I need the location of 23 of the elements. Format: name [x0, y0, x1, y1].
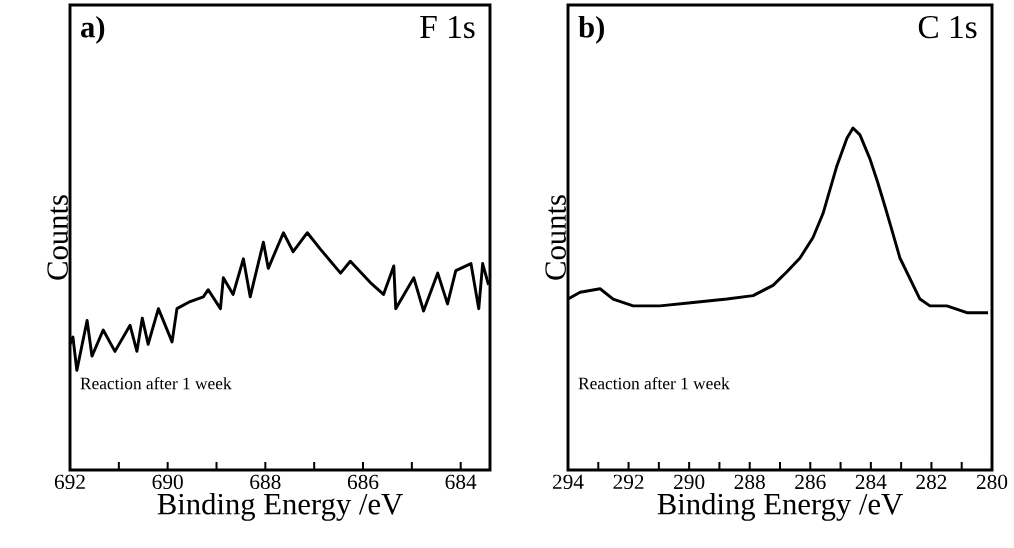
x-tick-label: 686: [347, 474, 379, 490]
x-tick-label: 690: [152, 474, 183, 490]
x-tick-label: 292: [613, 474, 644, 490]
x-tick-label: 692: [54, 474, 85, 490]
annotation: Reaction after 1 week: [80, 376, 232, 390]
x-tick-label: 294: [552, 474, 584, 490]
text: C 1s: [918, 15, 977, 39]
x-tick-label: 288: [734, 474, 765, 490]
y-axis-title: Counts: [545, 195, 566, 280]
text: b): [578, 15, 604, 44]
x-tick-label: 280: [976, 474, 1008, 490]
annotation: Reaction after 1 week: [578, 376, 730, 390]
x-axis-title: Binding Energy /eV: [657, 492, 903, 521]
x-tick-label: 684: [445, 474, 477, 490]
text: a): [80, 15, 105, 44]
x-tick-label: 688: [250, 474, 281, 490]
y-axis-title: Counts: [47, 195, 68, 280]
x-tick-label: 284: [855, 474, 887, 490]
x-tick-label: 290: [674, 474, 705, 490]
x-tick-label: 282: [916, 474, 947, 490]
x-axis-title: Binding Energy /eV: [157, 492, 403, 521]
x-tick-label: 286: [795, 474, 826, 490]
text: F 1s: [420, 15, 475, 39]
